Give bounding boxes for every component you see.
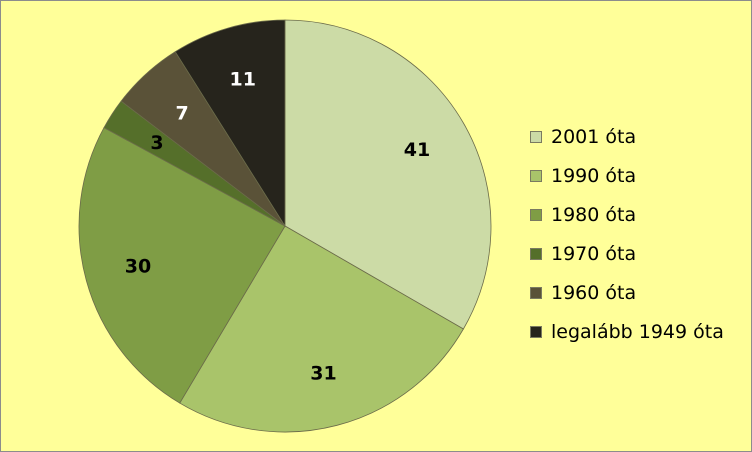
legend-swatch (530, 325, 542, 338)
legend-label: 2001 óta (551, 125, 637, 148)
pie-slice-2 (78, 127, 286, 404)
legend-label: 1960 óta (551, 281, 637, 304)
legend-label: 1970 óta (551, 242, 637, 265)
legend-swatch (530, 247, 542, 260)
legend-swatch (530, 169, 542, 182)
data-label-3: 3 (150, 132, 163, 154)
data-label-1: 31 (310, 363, 336, 385)
pie-slice-0 (284, 19, 492, 330)
pie-slice-5 (174, 19, 286, 228)
data-label-5: 11 (229, 69, 255, 91)
legend-swatch (530, 208, 542, 221)
legend-swatch (530, 130, 542, 143)
legend-item: 1970 óta (530, 234, 724, 273)
legend-label: 1980 óta (551, 203, 637, 226)
legend: 2001 óta 1990 óta 1980 óta 1970 óta 1960 óta… (530, 117, 724, 351)
legend-item: 1980 óta (530, 195, 724, 234)
pie-slice-1 (179, 225, 464, 433)
data-label-2: 30 (125, 255, 151, 277)
legend-label: 1990 óta (551, 164, 637, 187)
data-label-4: 7 (175, 103, 188, 125)
data-label-0: 41 (404, 139, 430, 161)
legend-item: 2001 óta (530, 117, 724, 156)
legend-item: 1990 óta (530, 156, 724, 195)
legend-item: 1960 óta (530, 273, 724, 312)
legend-label: legalább 1949 óta (551, 320, 724, 343)
legend-item: legalább 1949 óta (530, 312, 724, 351)
legend-swatch (530, 286, 542, 299)
